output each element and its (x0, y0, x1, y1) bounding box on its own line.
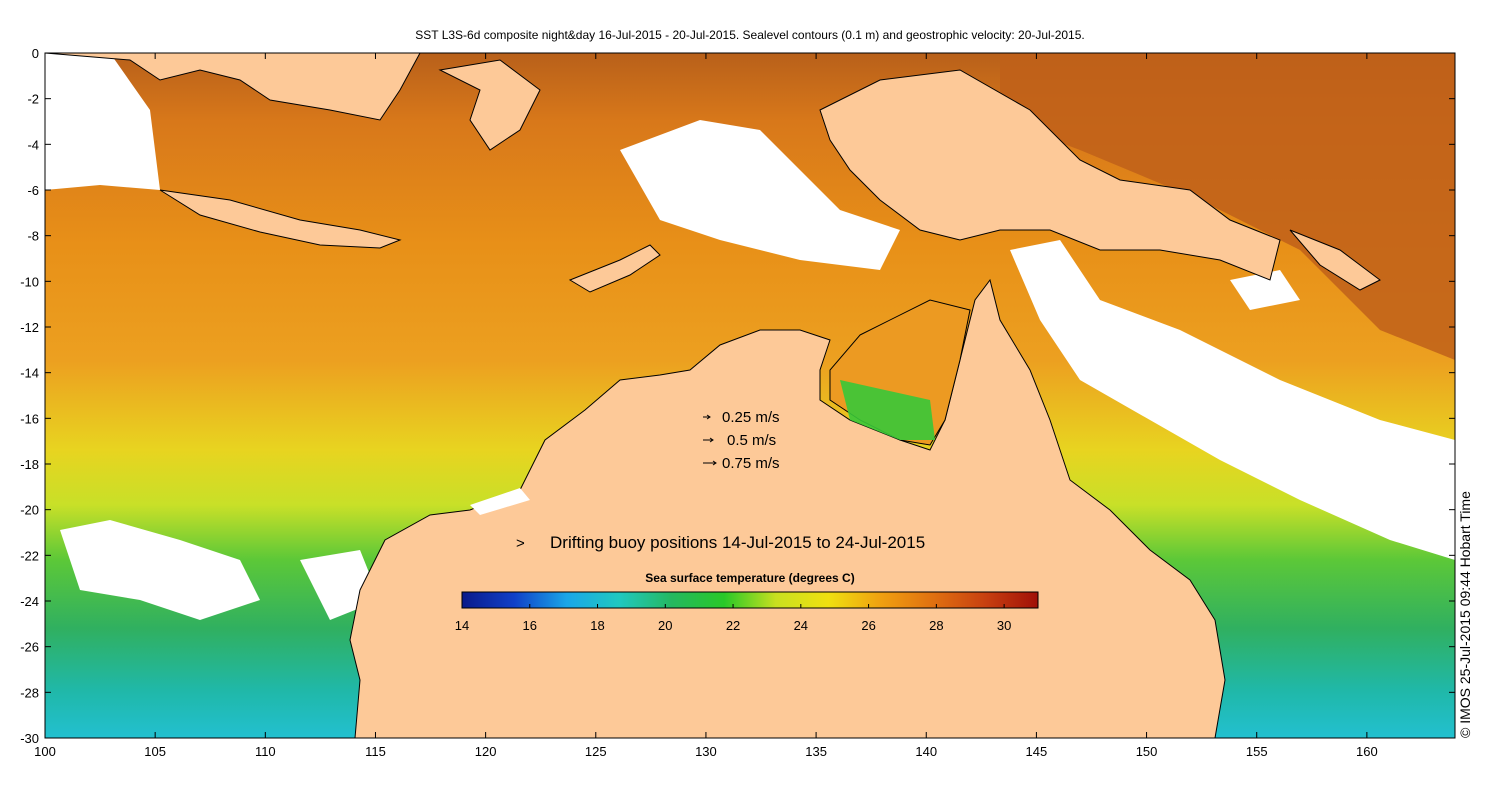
y-tick-label: -22 (20, 548, 39, 563)
buoy-marker-icon: > (516, 535, 525, 552)
colorbar-tick-label: 14 (455, 618, 469, 633)
colorbar-tick-label: 24 (794, 618, 808, 633)
land-sulawesi (438, 59, 541, 151)
y-tick-label: -18 (20, 457, 39, 472)
colorbar-tick-label: 22 (726, 618, 740, 633)
land-timor (568, 244, 661, 293)
x-tick-label: 110 (255, 744, 276, 759)
credit-text: © IMOS 25-Jul-2015 09:44 Hobart Time (1457, 491, 1473, 738)
x-axis: 100 105 110 115 120 125 130 135 140 145 150 155 160 (34, 53, 1378, 759)
y-tick-label: -8 (27, 229, 39, 244)
x-tick-label: 130 (695, 744, 717, 759)
velocity-arrow-icon (703, 460, 717, 466)
x-tick-label: 155 (1246, 744, 1268, 759)
y-tick-label: -16 (20, 411, 39, 426)
colorbar-tick-label: 20 (658, 618, 672, 633)
x-tick-label: 100 (34, 744, 56, 759)
colorbar-title: Sea surface temperature (degrees C) (645, 571, 854, 585)
velocity-legend-label: 0.5 m/s (727, 432, 776, 449)
velocity-legend-label: 0.25 m/s (722, 409, 780, 426)
colorbar-tick-label: 28 (929, 618, 943, 633)
colorbar-tick-label: 26 (861, 618, 875, 633)
buoy-legend-label: Drifting buoy positions 14-Jul-2015 to 2… (550, 533, 925, 552)
x-tick-label: 105 (144, 744, 166, 759)
y-tick-label: 0 (32, 46, 39, 61)
cloud-gaps (45, 53, 1455, 620)
y-tick-label: -10 (20, 274, 39, 289)
y-tick-label: -2 (27, 92, 39, 107)
land-new-guinea (819, 69, 1281, 281)
y-tick-label: -24 (20, 594, 39, 609)
y-tick-label: -20 (20, 503, 39, 518)
velocity-arrow-icon (703, 414, 711, 420)
land-borneo (45, 53, 421, 121)
x-tick-label: 125 (585, 744, 607, 759)
plot-area (45, 53, 1455, 738)
land-java (159, 189, 402, 249)
x-tick-label: 140 (915, 744, 937, 759)
map-title: SST L3S-6d composite night&day 16-Jul-20… (415, 28, 1085, 42)
velocity-legend: 0.25 m/s 0.5 m/s 0.75 m/s (703, 409, 780, 472)
x-tick-label: 135 (805, 744, 827, 759)
colorbar-bar (461, 591, 1039, 609)
gulf-coastal-cool (840, 380, 935, 440)
x-tick-label: 150 (1136, 744, 1158, 759)
x-tick-label: 145 (1026, 744, 1048, 759)
x-tick-label: 120 (475, 744, 497, 759)
colorbar-tick-label: 18 (590, 618, 604, 633)
land-solomon (1289, 229, 1381, 291)
y-tick-label: -12 (20, 320, 39, 335)
y-tick-label: -28 (20, 685, 39, 700)
plot-frame (44, 52, 1456, 739)
y-tick-label: -14 (20, 366, 39, 381)
colorbar-tick-label: 30 (997, 618, 1011, 633)
land-australia (349, 278, 1226, 738)
x-tick-label: 160 (1356, 744, 1378, 759)
colorbar-tick-label: 16 (523, 618, 537, 633)
colorbar: Sea surface temperature (degrees C) 14 16 1… (455, 571, 1039, 633)
y-tick-label: -26 (20, 640, 39, 655)
y-tick-label: -6 (27, 183, 39, 198)
velocity-arrow-icon (703, 437, 714, 443)
velocity-legend-label: 0.75 m/s (722, 455, 780, 472)
coastal-gap (470, 488, 530, 515)
y-axis: 0 -2 -4 -6 -8 -10 -12 -14 -16 -18 -20 -22 -24 -26 -28 -… (20, 46, 1455, 746)
y-tick-label: -30 (20, 731, 39, 746)
warm-pool-ne (1000, 53, 1455, 360)
x-tick-label: 115 (365, 744, 386, 759)
y-tick-label: -4 (27, 137, 39, 152)
buoy-legend: > Drifting buoy positions 14-Jul-2015 to … (516, 533, 925, 552)
